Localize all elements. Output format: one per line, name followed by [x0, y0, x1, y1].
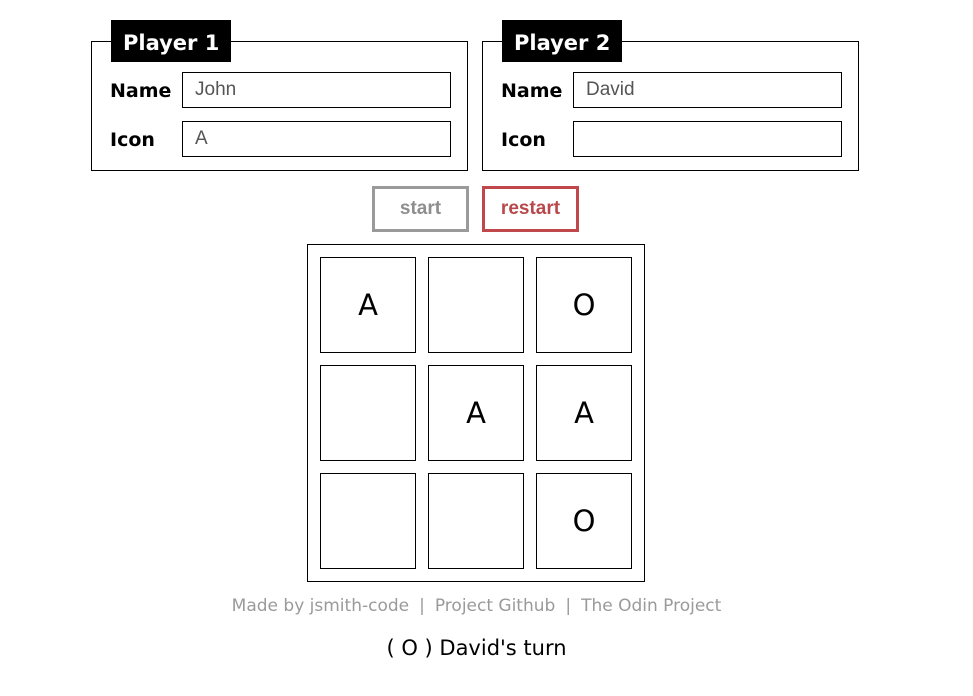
player-2-name-label: Name	[501, 80, 563, 102]
footer: Made by jsmith-code | Project Github | The O…	[0, 596, 953, 616]
player-1-icon-label: Icon	[110, 129, 155, 151]
player-2-icon-input[interactable]	[573, 121, 842, 157]
game-board: A O A A O	[307, 244, 645, 582]
made-by-link[interactable]: Made by jsmith-code	[231, 596, 410, 616]
turn-status: ( O ) David's turn	[386, 636, 567, 660]
board-cell[interactable]	[428, 257, 524, 353]
player-1-fieldset: Player 1 Name Icon	[91, 20, 468, 171]
board-cell[interactable]: O	[536, 257, 632, 353]
project-github-link[interactable]: Project Github	[434, 596, 556, 616]
restart-button[interactable]: restart	[482, 186, 579, 232]
board-cell[interactable]: A	[428, 365, 524, 461]
board-cell[interactable]	[320, 473, 416, 569]
board-cell[interactable]: A	[536, 365, 632, 461]
player-2-name-input[interactable]	[573, 72, 842, 108]
start-button[interactable]: start	[372, 186, 469, 232]
board-cell[interactable]	[428, 473, 524, 569]
player-2-icon-label: Icon	[501, 129, 546, 151]
player-1-name-input[interactable]	[182, 72, 451, 108]
footer-separator: |	[419, 596, 425, 616]
odin-project-link[interactable]: The Odin Project	[581, 596, 722, 616]
player-2-fieldset: Player 2 Name Icon	[482, 20, 859, 171]
footer-separator: |	[565, 596, 572, 616]
board-cell[interactable]: A	[320, 257, 416, 353]
player-1-icon-input[interactable]	[182, 121, 451, 157]
player-1-name-label: Name	[110, 80, 172, 102]
player-1-legend: Player 1	[111, 20, 232, 62]
board-cell[interactable]	[320, 365, 416, 461]
player-2-legend: Player 2	[502, 20, 623, 62]
board-cell[interactable]: O	[536, 473, 632, 569]
